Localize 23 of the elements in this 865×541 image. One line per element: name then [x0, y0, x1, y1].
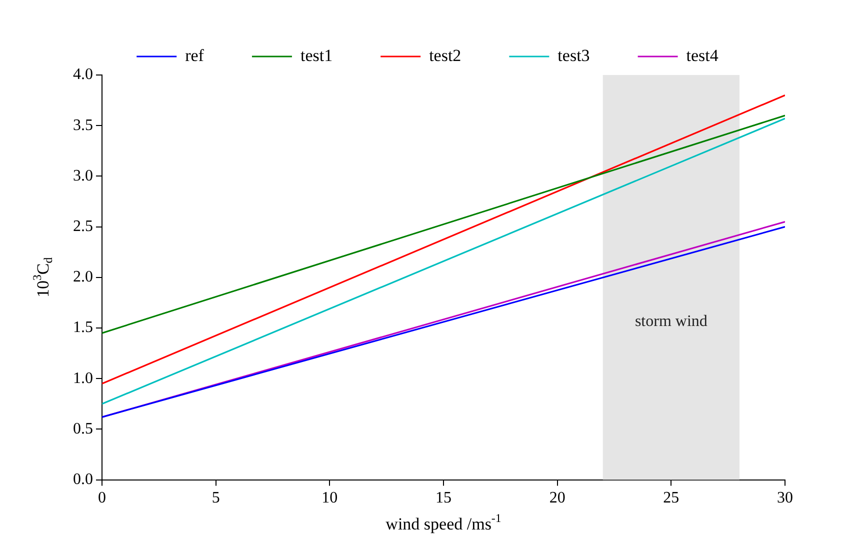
y-axis-title: 103Cd [30, 257, 56, 298]
legend-label: test1 [300, 46, 333, 65]
x-tick-label: 20 [549, 490, 566, 507]
x-tick-label: 30 [777, 490, 793, 507]
y-tick-label: 0.0 [73, 471, 93, 488]
x-tick-label: 15 [436, 490, 452, 507]
legend-label: test2 [429, 46, 462, 65]
y-tick-label: 3.0 [73, 167, 93, 184]
y-tick-label: 3.5 [73, 116, 93, 134]
y-tick-label: 2.0 [73, 268, 93, 286]
legend-label: test3 [558, 46, 590, 65]
y-tick-label: 1.5 [73, 319, 93, 336]
y-tick-label: 1.0 [73, 370, 93, 387]
x-tick-label: 0 [98, 490, 106, 507]
x-tick-label: 25 [663, 490, 680, 507]
x-tick-label: 5 [212, 490, 220, 507]
legend-label: ref [185, 46, 204, 65]
y-tick-label: 0.5 [73, 420, 93, 438]
band-label: storm wind [634, 313, 708, 330]
x-tick-label: 10 [322, 490, 338, 507]
y-tick-label: 2.5 [73, 218, 93, 236]
legend-label: test4 [686, 46, 719, 65]
y-tick-label: 4.0 [73, 66, 93, 84]
